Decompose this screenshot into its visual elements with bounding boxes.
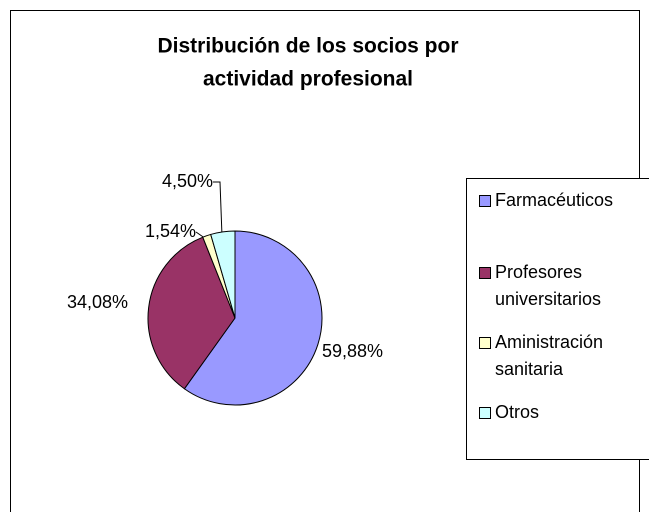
- legend-label: Farmacéuticos: [495, 190, 614, 210]
- legend-swatch: [479, 267, 491, 279]
- pie-slice: [147, 236, 236, 390]
- legend-item: Farmacéuticos: [479, 187, 649, 214]
- data-label: 34,08%: [67, 292, 128, 312]
- legend-swatch: [479, 407, 491, 419]
- legend-swatch: [479, 337, 491, 349]
- leader-line: [213, 181, 223, 237]
- chart-title: actividad profesional: [203, 68, 413, 91]
- chart-title: Distribución de los socios por: [157, 35, 458, 58]
- legend: Farmacéuticos Profesores universitarios Am…: [466, 178, 649, 460]
- legend-label: Profesores universitarios: [495, 262, 602, 309]
- data-label: 59,88%: [322, 341, 383, 361]
- legend-item: Otros: [479, 399, 649, 426]
- data-label: 1,54%: [145, 221, 196, 241]
- pie-slice: [210, 230, 236, 319]
- legend-label: Otros: [495, 402, 540, 422]
- data-label: 4,50%: [162, 171, 213, 191]
- legend-label: Aministración sanitaria: [495, 332, 604, 379]
- legend-item: Aministración sanitaria: [479, 329, 649, 383]
- legend-item: Profesores universitarios: [479, 259, 649, 313]
- legend-swatch: [479, 195, 491, 207]
- pie-slice: [183, 230, 323, 406]
